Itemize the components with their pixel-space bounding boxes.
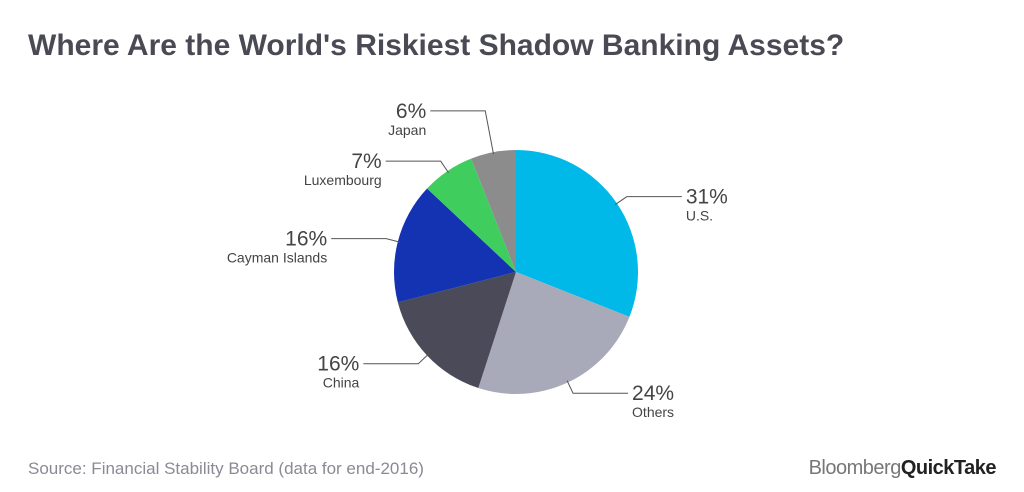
leader-line [363,353,429,365]
pie-slice [427,158,516,272]
pie-slice [516,150,638,317]
pie-slice [471,150,516,272]
leader-line [430,110,495,155]
value-label: 16% [285,228,327,251]
category-label: Luxembourg [304,172,382,188]
category-label: Japan [388,122,426,138]
pie-slice [478,272,630,394]
leader-line [385,160,449,174]
category-label: U.S. [686,208,713,224]
value-label: 6% [396,100,426,123]
category-label: Others [632,404,674,420]
pie-slice [394,188,516,303]
source: Source: Financial Stability Board (data … [28,459,424,478]
pie-slice [397,272,516,389]
leader-line [614,196,682,205]
leader-line [566,380,629,394]
brand-logo: BloombergQuickTake [809,457,997,479]
value-label: 7% [351,150,381,173]
category-label: China [323,375,360,391]
value-label: 24% [632,382,674,405]
value-label: 16% [317,353,359,376]
brand-name: Bloomberg [809,457,901,479]
chart-title: Where Are the World's Riskiest Shadow Ba… [28,29,844,62]
value-label: 31% [686,186,728,209]
brand-product: QuickTake [901,457,997,479]
category-label: Cayman Islands [227,250,327,266]
leader-line [331,238,400,243]
